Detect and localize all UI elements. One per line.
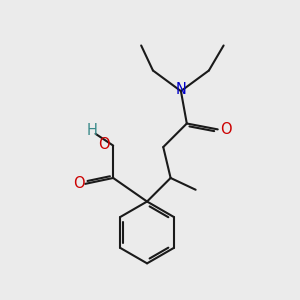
Text: O: O bbox=[98, 136, 110, 152]
Text: H: H bbox=[87, 123, 98, 138]
Text: O: O bbox=[220, 122, 232, 137]
Text: N: N bbox=[176, 82, 186, 97]
Text: O: O bbox=[73, 176, 85, 191]
